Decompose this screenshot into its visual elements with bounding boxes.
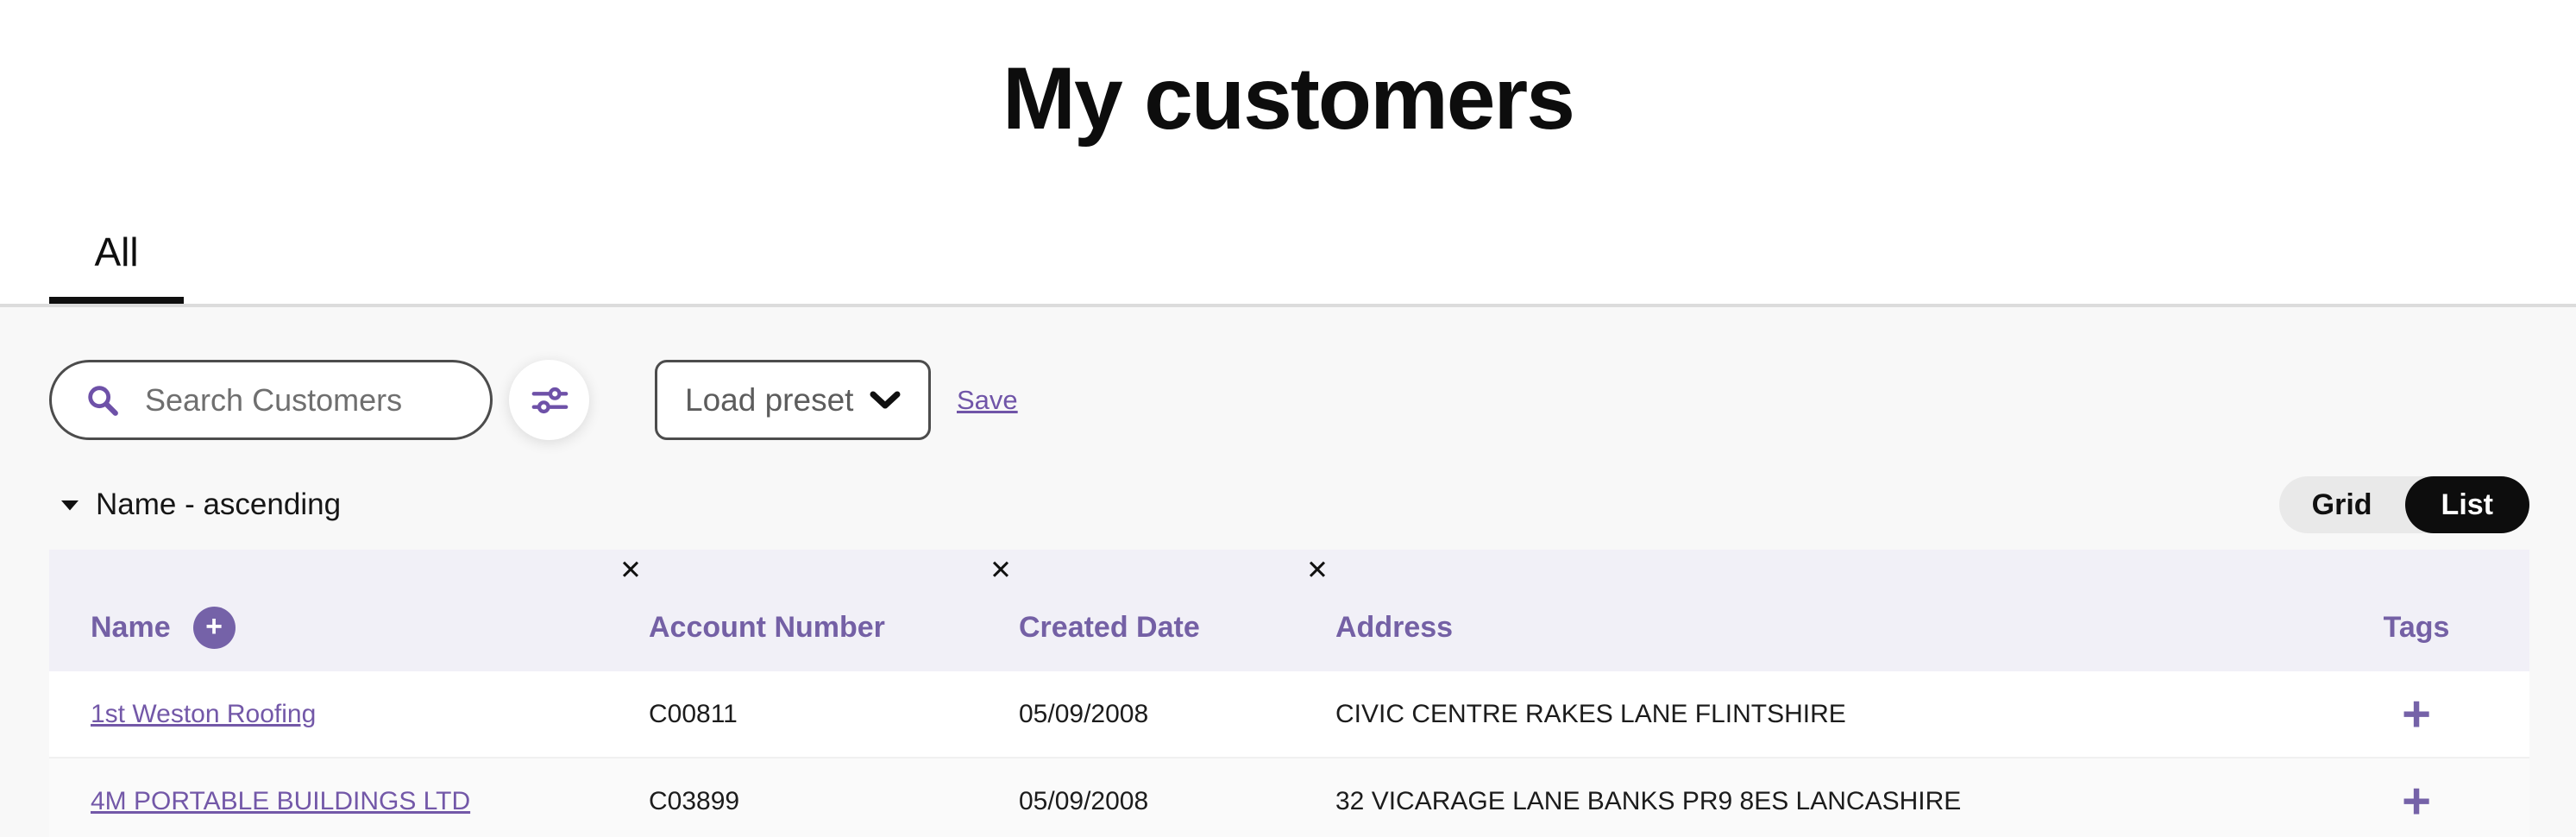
chevron-down-icon bbox=[870, 391, 901, 408]
remove-created-date-column-button[interactable]: ✕ bbox=[990, 557, 1012, 583]
page-title: My customers bbox=[1002, 49, 1575, 148]
account-number-cell: C00811 bbox=[649, 699, 738, 728]
tags-cell: + bbox=[2303, 689, 2529, 739]
column-header-address-label: Address bbox=[1335, 611, 1454, 644]
column-header-account-number-label: Account Number bbox=[649, 611, 885, 644]
plus-icon: + bbox=[2402, 772, 2431, 829]
address-cell: 32 VICARAGE LANE BANKS PR9 8ES LANCASHIR… bbox=[1335, 786, 1962, 815]
created-date-cell: 05/09/2008 bbox=[1019, 699, 1149, 728]
account-number-cell: C03899 bbox=[649, 786, 740, 815]
column-header-name-label: Name bbox=[91, 611, 171, 644]
add-tag-button[interactable]: + bbox=[2402, 776, 2431, 827]
active-tab-underline bbox=[49, 297, 184, 304]
table-row: 4M PORTABLE BUILDINGS LTD C03899 05/09/2… bbox=[49, 757, 2529, 837]
table-row: 1st Weston Roofing C00811 05/09/2008 CIV… bbox=[49, 671, 2529, 757]
column-header-account-number: ✕ Account Number bbox=[619, 550, 1019, 671]
sort-label: Name - ascending bbox=[96, 488, 342, 521]
load-preset-dropdown[interactable]: Load preset bbox=[655, 360, 931, 440]
name-cell: 4M PORTABLE BUILDINGS LTD bbox=[49, 787, 649, 816]
tags-cell: + bbox=[2303, 776, 2529, 827]
column-header-address: ✕ Address bbox=[1306, 550, 2303, 671]
column-header-created-date-label: Created Date bbox=[1019, 611, 1200, 644]
column-header-created-date: ✕ Created Date bbox=[990, 550, 1335, 671]
filter-button[interactable] bbox=[509, 360, 589, 440]
column-header-name: Name + bbox=[49, 550, 649, 671]
close-icon: ✕ bbox=[619, 555, 642, 585]
list-view-button[interactable]: List bbox=[2404, 476, 2529, 533]
tab-all[interactable]: All bbox=[49, 229, 184, 304]
add-tag-button[interactable]: + bbox=[2402, 689, 2431, 739]
content-area: Load preset Save Name - ascending Grid L… bbox=[0, 307, 2576, 837]
address-cell: CIVIC CENTRE RAKES LANE FLINTSHIRE bbox=[1335, 699, 1846, 728]
view-toggle: Grid List bbox=[2278, 476, 2529, 533]
sort-dropdown[interactable]: Name - ascending bbox=[49, 488, 341, 522]
remove-account-number-column-button[interactable]: ✕ bbox=[619, 557, 642, 583]
sort-row: Name - ascending Grid List bbox=[49, 476, 2529, 533]
tab-all-label: All bbox=[94, 230, 139, 274]
filter-sliders-icon bbox=[531, 387, 568, 413]
search-icon bbox=[88, 385, 118, 416]
plus-icon: + bbox=[2402, 685, 2431, 742]
filter-toolbar: Load preset Save bbox=[49, 360, 2529, 440]
tabs-row: All bbox=[0, 229, 2576, 307]
sort-caret-icon bbox=[61, 500, 79, 510]
remove-address-column-button[interactable]: ✕ bbox=[1306, 557, 1329, 583]
close-icon: ✕ bbox=[990, 555, 1012, 585]
load-preset-label: Load preset bbox=[685, 381, 854, 418]
search-box bbox=[49, 360, 493, 440]
customers-table: Name + ✕ Account Number ✕ Created Date ✕… bbox=[49, 550, 2529, 837]
search-input[interactable] bbox=[143, 381, 457, 419]
table-header: Name + ✕ Account Number ✕ Created Date ✕… bbox=[49, 550, 2529, 671]
customer-name-link[interactable]: 1st Weston Roofing bbox=[91, 699, 317, 728]
page-header: My customers All bbox=[0, 0, 2576, 307]
add-column-button[interactable]: + bbox=[192, 607, 236, 649]
name-cell: 1st Weston Roofing bbox=[49, 700, 649, 729]
plus-icon: + bbox=[205, 610, 223, 643]
save-link[interactable]: Save bbox=[957, 384, 1018, 415]
customer-name-link[interactable]: 4M PORTABLE BUILDINGS LTD bbox=[91, 786, 471, 815]
created-date-cell: 05/09/2008 bbox=[1019, 786, 1149, 815]
close-icon: ✕ bbox=[1306, 555, 1329, 585]
grid-view-button[interactable]: Grid bbox=[2311, 488, 2372, 521]
column-header-tags-label: Tags bbox=[2383, 611, 2450, 644]
column-header-tags: Tags bbox=[2303, 550, 2529, 671]
